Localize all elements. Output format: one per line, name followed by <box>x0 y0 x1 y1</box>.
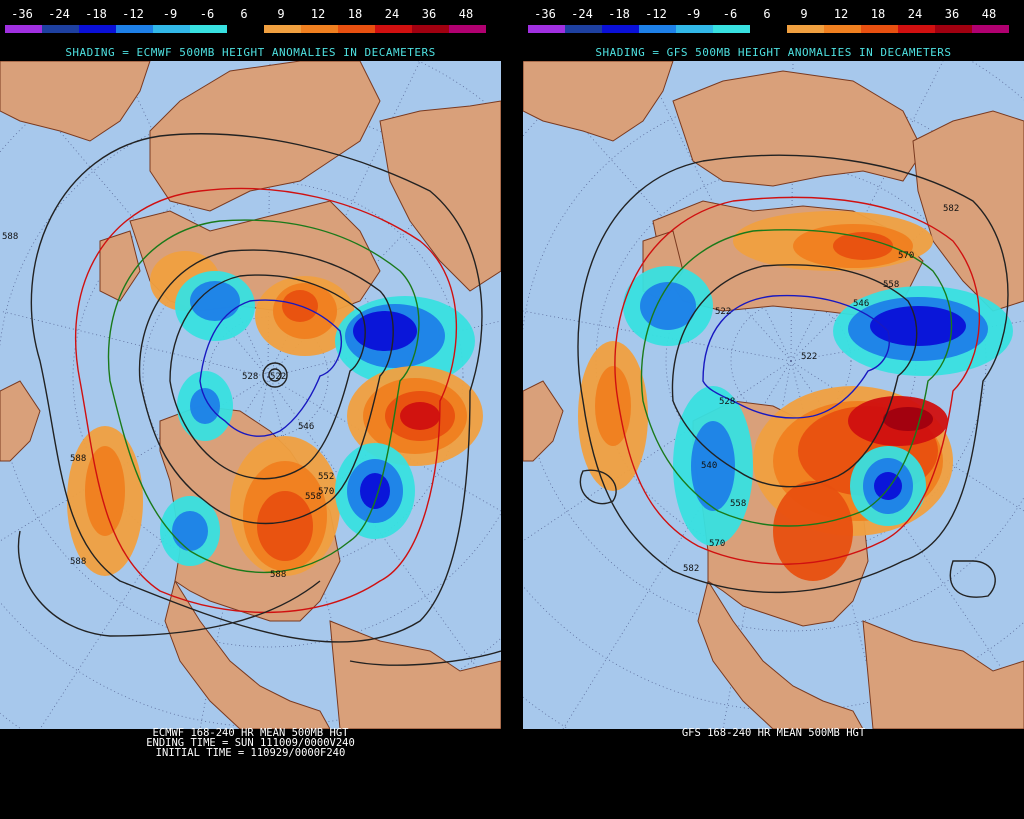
left-subtitle: SHADING = ECMWF 500MB HEIGHT ANOMALIES I… <box>65 46 436 59</box>
colorbar-swatch <box>375 25 412 33</box>
colorbar <box>528 25 1009 33</box>
panel-divider <box>501 0 523 819</box>
colorbar-label: 9 <box>277 7 285 21</box>
colorbar-label: -12 <box>122 7 144 21</box>
contour-label: 570 <box>318 487 334 497</box>
colorbar-label: 18 <box>870 7 886 21</box>
colorbar-label: 12 <box>833 7 849 21</box>
colorbar-labels: -36 -24 -18 -12 -9 -6 6 9 12 18 24 36 48 <box>0 7 501 21</box>
colorbar-swatch <box>750 25 787 33</box>
colorbar-swatch <box>227 25 264 33</box>
caption-line: ENDING TIME = SUN 111009/0000V240 <box>146 737 355 749</box>
colorbar-swatch <box>79 25 116 33</box>
contour-label: 570 <box>898 251 914 261</box>
colorbar-label: 24 <box>907 7 923 21</box>
colorbar-swatch <box>449 25 486 33</box>
contour-label: 522 <box>270 372 286 382</box>
colorbar-swatch <box>935 25 972 33</box>
contour-label: 588 <box>2 232 18 242</box>
height-contours <box>17 133 501 666</box>
colorbar-swatch <box>264 25 301 33</box>
colorbar-label: -36 <box>11 7 33 21</box>
contour-labels: 588 588 528 522 546 570 552 558 588 588 <box>2 232 334 580</box>
colorbar-label: -9 <box>685 7 701 21</box>
colorbar-swatch <box>565 25 602 33</box>
contour-label: 558 <box>305 492 321 502</box>
contour-label: 522 <box>715 307 731 317</box>
colorbar-label: 9 <box>800 7 808 21</box>
colorbar-swatch <box>972 25 1009 33</box>
contour-label: 558 <box>883 280 899 290</box>
contour-labels: 582 570 558 546 522 522 528 540 558 570 … <box>683 204 959 574</box>
colorbar-swatch <box>153 25 190 33</box>
colorbar-label: -36 <box>534 7 556 21</box>
colorbar-swatch <box>713 25 750 33</box>
colorbar-swatch <box>190 25 227 33</box>
colorbar-label: -6 <box>722 7 738 21</box>
colorbar-swatch <box>338 25 375 33</box>
caption-line: ECMWF 168-240 HR MEAN 500MB HGT <box>152 727 349 739</box>
colorbar-label: -9 <box>162 7 178 21</box>
colorbar-swatch <box>602 25 639 33</box>
colorbar-label: 6 <box>763 7 771 21</box>
ecmwf-panel: -36 -24 -18 -12 -9 -6 6 9 12 18 24 36 48… <box>0 0 501 819</box>
colorbar-label: -24 <box>571 7 593 21</box>
colorbar-label: 6 <box>240 7 248 21</box>
colorbar-swatch <box>824 25 861 33</box>
colorbar-swatch <box>5 25 42 33</box>
contour-label: 528 <box>719 397 735 407</box>
right-subtitle: SHADING = GFS 500MB HEIGHT ANOMALIES IN … <box>595 46 952 59</box>
contour-label: 540 <box>701 461 717 471</box>
colorbar-swatch <box>861 25 898 33</box>
colorbar-label: 24 <box>384 7 400 21</box>
colorbar-label: -6 <box>199 7 215 21</box>
contour-label: 588 <box>270 570 286 580</box>
caption-line: INITIAL TIME = 110929/0000F240 <box>155 747 346 759</box>
colorbar-swatch <box>301 25 338 33</box>
colorbar-label: -18 <box>85 7 107 21</box>
contour-label: 552 <box>318 472 334 482</box>
contour-label: 528 <box>242 372 258 382</box>
contour-label: 588 <box>70 454 86 464</box>
colorbar-label: 36 <box>421 7 437 21</box>
contour-label: 588 <box>70 557 86 567</box>
colorbar-swatch <box>528 25 565 33</box>
colorbar-swatch <box>116 25 153 33</box>
contour-label: 582 <box>943 204 959 214</box>
height-contours <box>577 154 1009 598</box>
colorbar-label: 36 <box>944 7 960 21</box>
colorbar-label: -12 <box>645 7 667 21</box>
gfs-map: 582 570 558 546 522 522 528 540 558 570 … <box>523 61 1024 729</box>
contour-label: 546 <box>298 422 314 432</box>
ecmwf-map: 588 588 528 522 546 570 552 558 588 588 <box>0 61 501 729</box>
gfs-panel: -36 -24 -18 -12 -9 -6 6 9 12 18 24 36 48… <box>523 0 1024 819</box>
colorbar-swatch <box>676 25 713 33</box>
contour-label: 522 <box>801 352 817 362</box>
contour-label: 558 <box>730 499 746 509</box>
anomaly-shading <box>578 211 1013 581</box>
colorbar-swatch <box>787 25 824 33</box>
colorbar <box>5 25 486 33</box>
colorbar-swatch <box>42 25 79 33</box>
colorbar-labels: -36 -24 -18 -12 -9 -6 6 9 12 18 24 36 48 <box>523 7 1024 21</box>
colorbar-label: 48 <box>458 7 474 21</box>
anomaly-shading <box>67 251 483 576</box>
contour-label: 546 <box>853 299 869 309</box>
colorbar-label: -18 <box>608 7 630 21</box>
left-caption: ECMWF 168-240 HR MEAN 500MB HGT ENDING T… <box>0 727 501 759</box>
contour-label: 570 <box>709 539 725 549</box>
colorbar-label: 12 <box>310 7 326 21</box>
colorbar-swatch <box>898 25 935 33</box>
caption-line: GFS 168-240 HR MEAN 500MB HGT <box>681 727 866 739</box>
colorbar-label: 48 <box>981 7 997 21</box>
colorbar-swatch <box>412 25 449 33</box>
right-caption: GFS 168-240 HR MEAN 500MB HGT <box>523 727 1024 739</box>
colorbar-swatch <box>639 25 676 33</box>
contour-label: 582 <box>683 564 699 574</box>
colorbar-label: -24 <box>48 7 70 21</box>
colorbar-label: 18 <box>347 7 363 21</box>
